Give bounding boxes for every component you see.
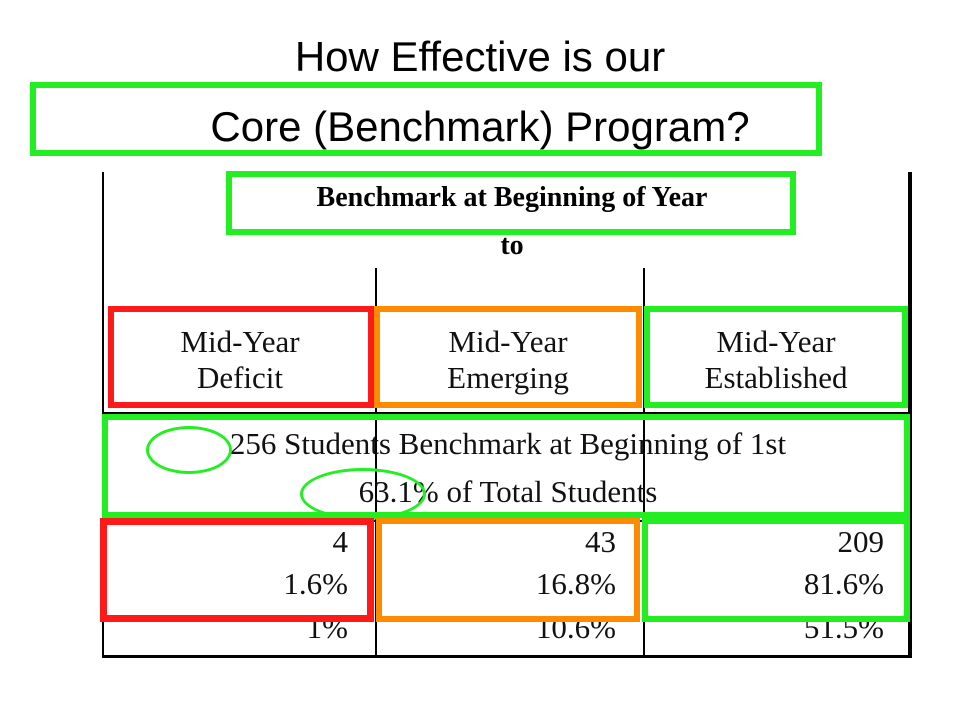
col-header-established: Mid-Year Established bbox=[644, 324, 908, 396]
percent-circle-annotation bbox=[300, 468, 426, 520]
emerging-header-highlight bbox=[374, 306, 642, 408]
established-values: 209 81.6% 51.5% bbox=[644, 524, 884, 646]
table-header-to: to bbox=[500, 230, 524, 261]
established-header-highlight bbox=[644, 306, 908, 408]
established-count: 209 bbox=[837, 524, 885, 559]
column-divider bbox=[643, 268, 645, 656]
col-header-deficit-line2: Deficit bbox=[196, 360, 284, 395]
summary-highlight-box bbox=[102, 414, 910, 518]
summary-count: 256 bbox=[229, 426, 277, 461]
deficit-values-highlight bbox=[100, 518, 374, 622]
col-header-emerging-line1: Mid-Year bbox=[448, 324, 568, 359]
title-highlight-box bbox=[30, 82, 822, 156]
col-header-emerging-line2: Emerging bbox=[447, 360, 569, 395]
col-header-deficit-line1: Mid-Year bbox=[180, 324, 300, 359]
emerging-other: 10.6% bbox=[535, 610, 616, 645]
established-values-highlight bbox=[642, 518, 910, 622]
established-percent: 81.6% bbox=[803, 566, 884, 601]
emerging-count: 43 bbox=[585, 524, 616, 559]
slide-title-line2: Core (Benchmark) Program? bbox=[210, 103, 750, 150]
col-header-established-line1: Mid-Year bbox=[716, 324, 836, 359]
col-header-deficit: Mid-Year Deficit bbox=[108, 324, 372, 396]
emerging-values: 43 16.8% 10.6% bbox=[376, 524, 616, 646]
deficit-percent: 1.6% bbox=[283, 566, 348, 601]
header-highlight-box bbox=[226, 171, 796, 235]
summary-line1: 256 Students Benchmark at Beginning of 1… bbox=[104, 426, 912, 462]
summary-percent-text: of Total Students bbox=[446, 474, 658, 509]
col-header-established-line2: Established bbox=[704, 360, 848, 395]
column-divider bbox=[375, 268, 377, 656]
established-other: 51.5% bbox=[803, 610, 884, 645]
count-circle-annotation bbox=[146, 426, 232, 474]
deficit-header-highlight bbox=[108, 306, 374, 408]
emerging-percent: 16.8% bbox=[535, 566, 616, 601]
deficit-count: 4 bbox=[332, 524, 349, 559]
emerging-values-highlight bbox=[376, 518, 640, 622]
row-divider bbox=[104, 412, 910, 414]
summary-count-text: Students Benchmark at Beginning of 1st bbox=[284, 426, 787, 461]
col-header-emerging: Mid-Year Emerging bbox=[376, 324, 640, 396]
slide-title-line1: How Effective is our bbox=[294, 33, 666, 80]
table-header-top: Benchmark at Beginning of Year bbox=[316, 182, 708, 213]
